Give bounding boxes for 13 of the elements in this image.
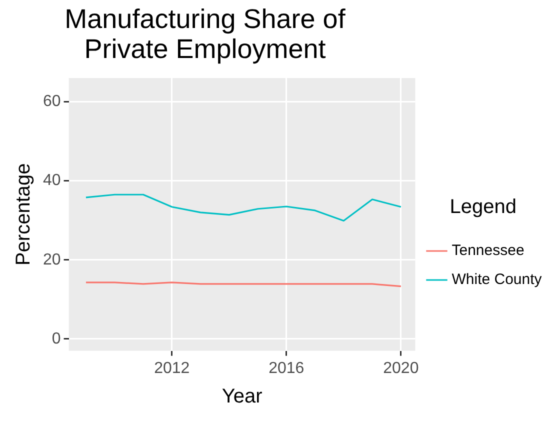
x-tick-label: 2016 xyxy=(268,360,304,377)
y-tick-label: 60 xyxy=(43,93,61,110)
y-tick-label: 0 xyxy=(52,330,61,348)
x-tick-label: 2012 xyxy=(154,360,190,377)
legend-label: Tennessee xyxy=(452,242,524,260)
x-tick-label: 2020 xyxy=(383,360,419,377)
chart-title: Manufacturing Share of Private Employment xyxy=(64,4,346,64)
y-tick-label: 40 xyxy=(43,172,61,190)
legend-title: Legend xyxy=(450,196,516,218)
y-tick-label: 20 xyxy=(43,251,61,268)
x-axis-title: Year xyxy=(222,386,263,408)
legend-label: White County xyxy=(452,271,542,288)
y-axis-title: Percentage xyxy=(12,163,35,266)
